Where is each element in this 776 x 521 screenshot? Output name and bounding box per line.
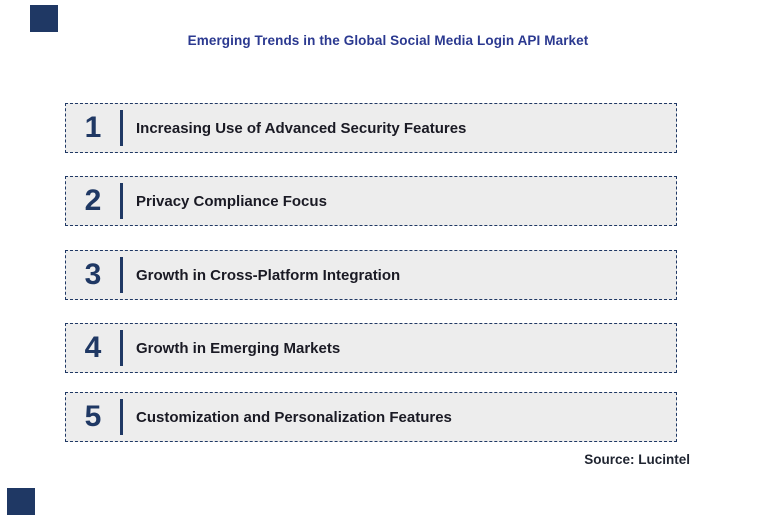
trend-number: 5 xyxy=(84,400,102,433)
trend-divider xyxy=(120,183,123,219)
trend-number: 3 xyxy=(84,258,102,291)
trend-box-1: 1 Increasing Use of Advanced Security Fe… xyxy=(65,103,677,153)
trend-box-4: 4 Growth in Emerging Markets xyxy=(65,323,677,373)
trend-divider xyxy=(120,399,123,435)
trend-box-2: 2 Privacy Compliance Focus xyxy=(65,176,677,226)
trend-number: 2 xyxy=(84,184,102,217)
trend-label: Customization and Personalization Featur… xyxy=(136,408,452,426)
trend-box-3: 3 Growth in Cross-Platform Integration xyxy=(65,250,677,300)
trend-divider xyxy=(120,257,123,293)
trend-label: Privacy Compliance Focus xyxy=(136,192,327,210)
corner-accent-top-icon xyxy=(30,5,58,32)
trend-divider xyxy=(120,110,123,146)
page-title: Emerging Trends in the Global Social Med… xyxy=(187,33,589,48)
trend-number: 1 xyxy=(84,111,102,144)
trend-label: Growth in Cross-Platform Integration xyxy=(136,266,401,284)
trend-label: Increasing Use of Advanced Security Feat… xyxy=(136,119,467,137)
trend-label: Growth in Emerging Markets xyxy=(136,339,341,357)
trend-box-5: 5 Customization and Personalization Feat… xyxy=(65,392,677,442)
trend-number: 4 xyxy=(84,331,102,364)
corner-accent-bottom-icon xyxy=(7,488,35,515)
trend-divider xyxy=(120,330,123,366)
source-credit: Source: Lucintel xyxy=(584,452,690,467)
